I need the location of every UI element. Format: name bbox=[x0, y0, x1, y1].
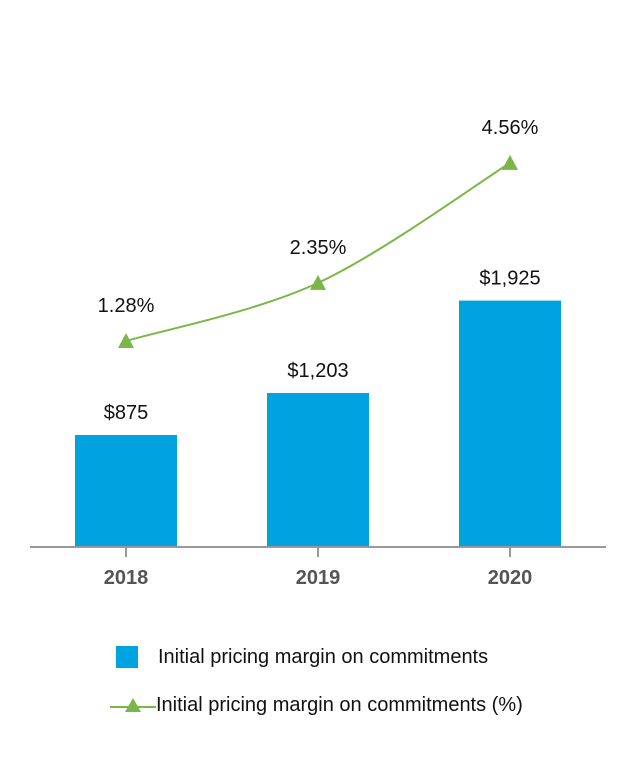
legend-bar-swatch bbox=[116, 646, 138, 668]
x-axis-tick-labels: 2018 2019 2020 bbox=[104, 567, 533, 589]
x-axis-ticks bbox=[125, 547, 511, 557]
legend-line-label: Initial pricing margin on commitments (%… bbox=[156, 693, 523, 716]
percent-value-labels: 1.28% 2.35% 4.56% bbox=[98, 117, 539, 317]
percent-marker-2018 bbox=[118, 332, 134, 348]
percent-markers bbox=[118, 154, 518, 348]
percent-label-2019: 2.35% bbox=[290, 237, 347, 259]
percent-marker-2020 bbox=[502, 154, 518, 170]
bar-series bbox=[75, 300, 561, 547]
legend: Initial pricing margin on commitments In… bbox=[110, 640, 523, 736]
percent-label-2020: 4.56% bbox=[482, 117, 539, 139]
percent-marker-2019 bbox=[310, 274, 326, 290]
bar-value-label-2020: $1,925 bbox=[479, 268, 540, 290]
bar-value-label-2019: $1,203 bbox=[287, 360, 348, 382]
percent-label-2018: 1.28% bbox=[98, 295, 155, 317]
x-tick-label-2020: 2020 bbox=[488, 567, 533, 589]
bar-value-labels: $875 $1,203 $1,925 bbox=[104, 268, 541, 424]
bar-2018 bbox=[75, 435, 177, 547]
x-tick-label-2018: 2018 bbox=[104, 567, 149, 589]
bar-2019 bbox=[267, 393, 369, 547]
bar-2020 bbox=[459, 300, 561, 547]
legend-bar-label: Initial pricing margin on commitments bbox=[158, 645, 489, 668]
legend-item-bars: Initial pricing margin on commitments bbox=[110, 640, 523, 674]
x-tick-label-2019: 2019 bbox=[296, 567, 341, 589]
combo-chart: $875$1,203$1,925 1.28%2.35%4.56% 2018 201… bbox=[30, 117, 606, 589]
triangle-marker-icon bbox=[110, 698, 156, 712]
bar-value-label-2018: $875 bbox=[104, 402, 149, 424]
legend-item-line: Initial pricing margin on commitments (%… bbox=[110, 688, 523, 722]
